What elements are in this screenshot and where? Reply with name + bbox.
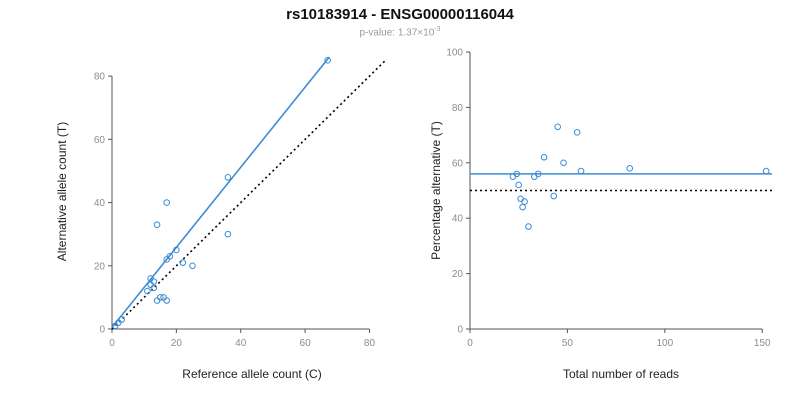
y-tick-label: 100 [446, 48, 463, 59]
x-tick-label: 0 [467, 338, 473, 349]
y-axis-title: Percentage alternative (T) [430, 121, 443, 260]
data-point [519, 203, 526, 211]
x-tick-label: 100 [656, 338, 673, 349]
data-point [150, 278, 158, 285]
data-point [153, 221, 161, 228]
data-point [626, 165, 634, 172]
data-point [525, 223, 532, 230]
y-tick-label: 40 [94, 198, 106, 209]
data-point [517, 195, 524, 203]
y-axis-title: Alternative allele count (T) [55, 122, 69, 261]
x-axis-title: Total number of reads [563, 367, 679, 381]
x-tick-label: 60 [300, 338, 312, 349]
x-tick-label: 150 [754, 338, 771, 349]
data-point [577, 167, 585, 175]
data-point [189, 262, 196, 270]
pvalue-text: p-value: 1.37×10 [359, 27, 435, 39]
x-tick-label: 80 [364, 338, 376, 349]
fit-line [111, 56, 330, 328]
data-point [163, 199, 171, 206]
y-tick-label: 60 [94, 135, 106, 146]
data-point [179, 259, 187, 266]
percentage-reads-scatter-plot: 0 50 100 150 0 20 40 60 80 100 Total number of rea… [430, 48, 772, 381]
data-point [550, 192, 558, 200]
data-point [147, 281, 154, 289]
y-tick-label: 20 [94, 261, 106, 272]
y-tick-label: 80 [452, 103, 464, 114]
data-point [118, 316, 125, 323]
data-point [554, 123, 561, 131]
y-tick-label: 80 [94, 72, 106, 83]
pvalue-subtitle: p-value: 1.37×10-3 [0, 26, 800, 38]
data-point [540, 153, 548, 161]
x-axis-title: Reference allele count (C) [182, 367, 321, 381]
page-title: rs10183914 - ENSG00000116044 [286, 6, 514, 23]
data-point [530, 173, 538, 180]
x-tick-label: 20 [171, 338, 183, 349]
y-tick-label: 20 [452, 269, 464, 280]
y-tick-label: 40 [452, 214, 464, 225]
x-tick-label: 0 [109, 338, 115, 349]
data-point [762, 167, 770, 175]
data-point [150, 284, 158, 292]
data-point [573, 129, 581, 136]
data-point [163, 297, 171, 304]
data-point [513, 170, 521, 178]
x-tick-label: 50 [562, 338, 574, 349]
data-point [166, 252, 174, 260]
data-point [521, 198, 528, 205]
data-point [224, 230, 232, 238]
data-point [144, 287, 151, 295]
data-point [534, 170, 542, 178]
data-point [515, 181, 523, 189]
allele-count-scatter-plot: 0 20 40 60 80 0 20 40 60 80 Reference allele count… [55, 56, 387, 381]
data-point [224, 173, 232, 181]
data-point [560, 159, 567, 167]
y-tick-label: 0 [457, 325, 463, 336]
x-tick-label: 40 [235, 338, 247, 349]
data-point [324, 57, 331, 64]
pvalue-exponent: -3 [434, 26, 441, 33]
data-point [153, 297, 161, 304]
y-tick-label: 60 [452, 158, 464, 169]
identity-line [111, 59, 387, 330]
y-tick-label: 0 [99, 325, 105, 336]
data-point [509, 173, 517, 180]
data-point [156, 294, 164, 301]
data-point [173, 246, 180, 254]
